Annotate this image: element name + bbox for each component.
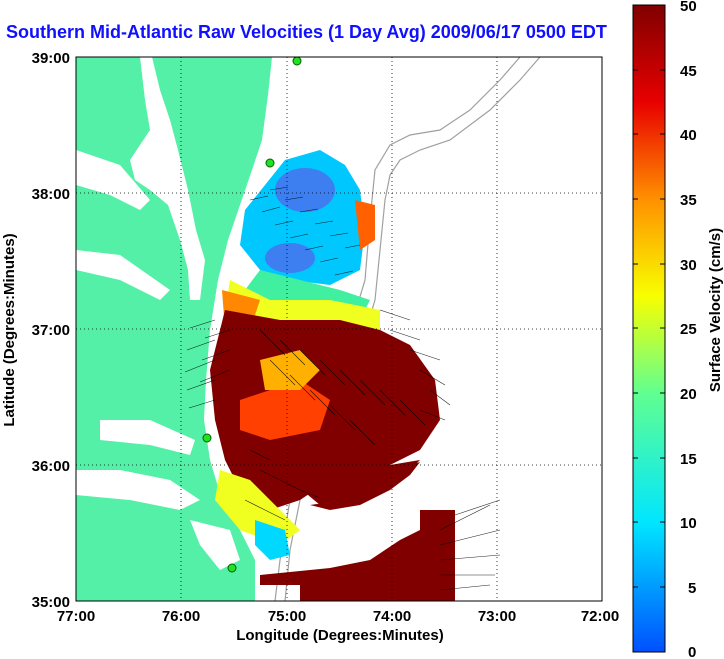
y-tick-label: 37:00: [32, 322, 70, 339]
velocity-vectors: [184, 186, 501, 591]
colorbar-tick-label: 50: [680, 0, 697, 15]
map-title: Southern Mid-Atlantic Raw Velocities (1 …: [6, 22, 607, 42]
colorbar-ticks: [633, 69, 665, 588]
y-tick-label: 36:00: [32, 458, 70, 475]
x-tick-label: 76:00: [162, 608, 200, 625]
colorbar-label: Surface Velocity (cm/s): [707, 228, 724, 392]
radar-sites: [202, 57, 302, 573]
velocity-field: [210, 150, 455, 601]
colorbar-tick-label: 5: [688, 580, 696, 597]
colorbar-tick-label: 35: [680, 192, 697, 209]
colorbar-tick-label: 10: [680, 515, 697, 532]
y-tick-label: 38:00: [32, 186, 70, 203]
map-plot-area: [76, 57, 602, 601]
colorbar-tick-label: 45: [680, 63, 697, 80]
colorbar-tick-label: 15: [680, 451, 697, 468]
y-tick-labels: 39:00 38:00 37:00 36:00 35:00: [32, 50, 70, 611]
x-tick-label: 77:00: [57, 608, 95, 625]
y-axis-label: Latitude (Degrees:Minutes): [1, 233, 18, 426]
map-gridlines: [76, 57, 602, 601]
colorbar-tick-label: 40: [680, 127, 697, 144]
x-tick-labels: 77:00 76:00 75:00 74:00 73:00 72:00: [57, 608, 619, 625]
colorbar-tick-label: 0: [688, 644, 696, 659]
x-tick-label: 75:00: [268, 608, 306, 625]
x-tick-label: 72:00: [581, 608, 619, 625]
x-tick-label: 74:00: [373, 608, 411, 625]
colorbar-tick-label: 25: [680, 321, 697, 338]
colorbar: 50 45 40 35 30 25 20 15 10 5 0 Surface V…: [632, 0, 724, 659]
colorbar-tick-label: 30: [680, 257, 697, 274]
colorbar-tick-label: 20: [680, 386, 697, 403]
x-axis-label: Longitude (Degrees:Minutes): [236, 627, 444, 644]
y-tick-label: 35:00: [32, 594, 70, 611]
chesapeake-bay: [130, 57, 205, 300]
x-tick-label: 73:00: [478, 608, 516, 625]
y-tick-label: 39:00: [32, 50, 70, 67]
